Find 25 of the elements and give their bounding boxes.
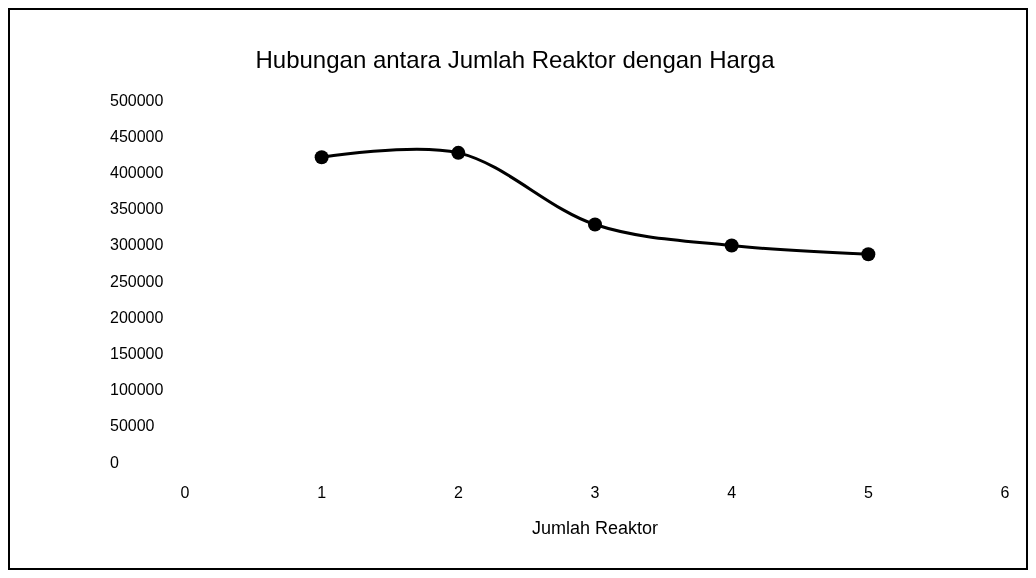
y-tick-label: 400000 bbox=[110, 164, 164, 181]
y-tick-label: 50000 bbox=[110, 417, 155, 435]
y-tick-label: 0 bbox=[110, 453, 119, 471]
y-tick-label: 250000 bbox=[110, 272, 164, 290]
y-tick-label: 150000 bbox=[110, 345, 164, 362]
x-tick-label: 4 bbox=[727, 484, 737, 501]
y-tick-label: 100000 bbox=[110, 381, 164, 399]
x-tick-label: 6 bbox=[1000, 484, 1010, 501]
y-tick-label: 500000 bbox=[110, 91, 164, 109]
x-tick-label: 3 bbox=[590, 484, 600, 501]
y-tick-label: 350000 bbox=[110, 200, 164, 218]
point bbox=[724, 238, 739, 253]
y-tick-label: 450000 bbox=[110, 127, 164, 145]
point bbox=[861, 247, 876, 262]
x-tick-label: 2 bbox=[453, 484, 463, 501]
x-tick-label: 1 bbox=[317, 484, 327, 501]
y-tick-label: 200000 bbox=[110, 308, 164, 326]
chart-title: Hubungan antara Jumlah Reaktor dengan Harga bbox=[255, 46, 776, 73]
x-axis-title: Jumlah Reaktor bbox=[531, 518, 659, 538]
x-tick-label: 5 bbox=[863, 484, 873, 501]
y-tick-label: 300000 bbox=[110, 236, 164, 254]
point bbox=[451, 145, 466, 160]
point bbox=[588, 217, 602, 232]
x-tick-label: 0 bbox=[180, 484, 190, 501]
point bbox=[314, 150, 329, 165]
